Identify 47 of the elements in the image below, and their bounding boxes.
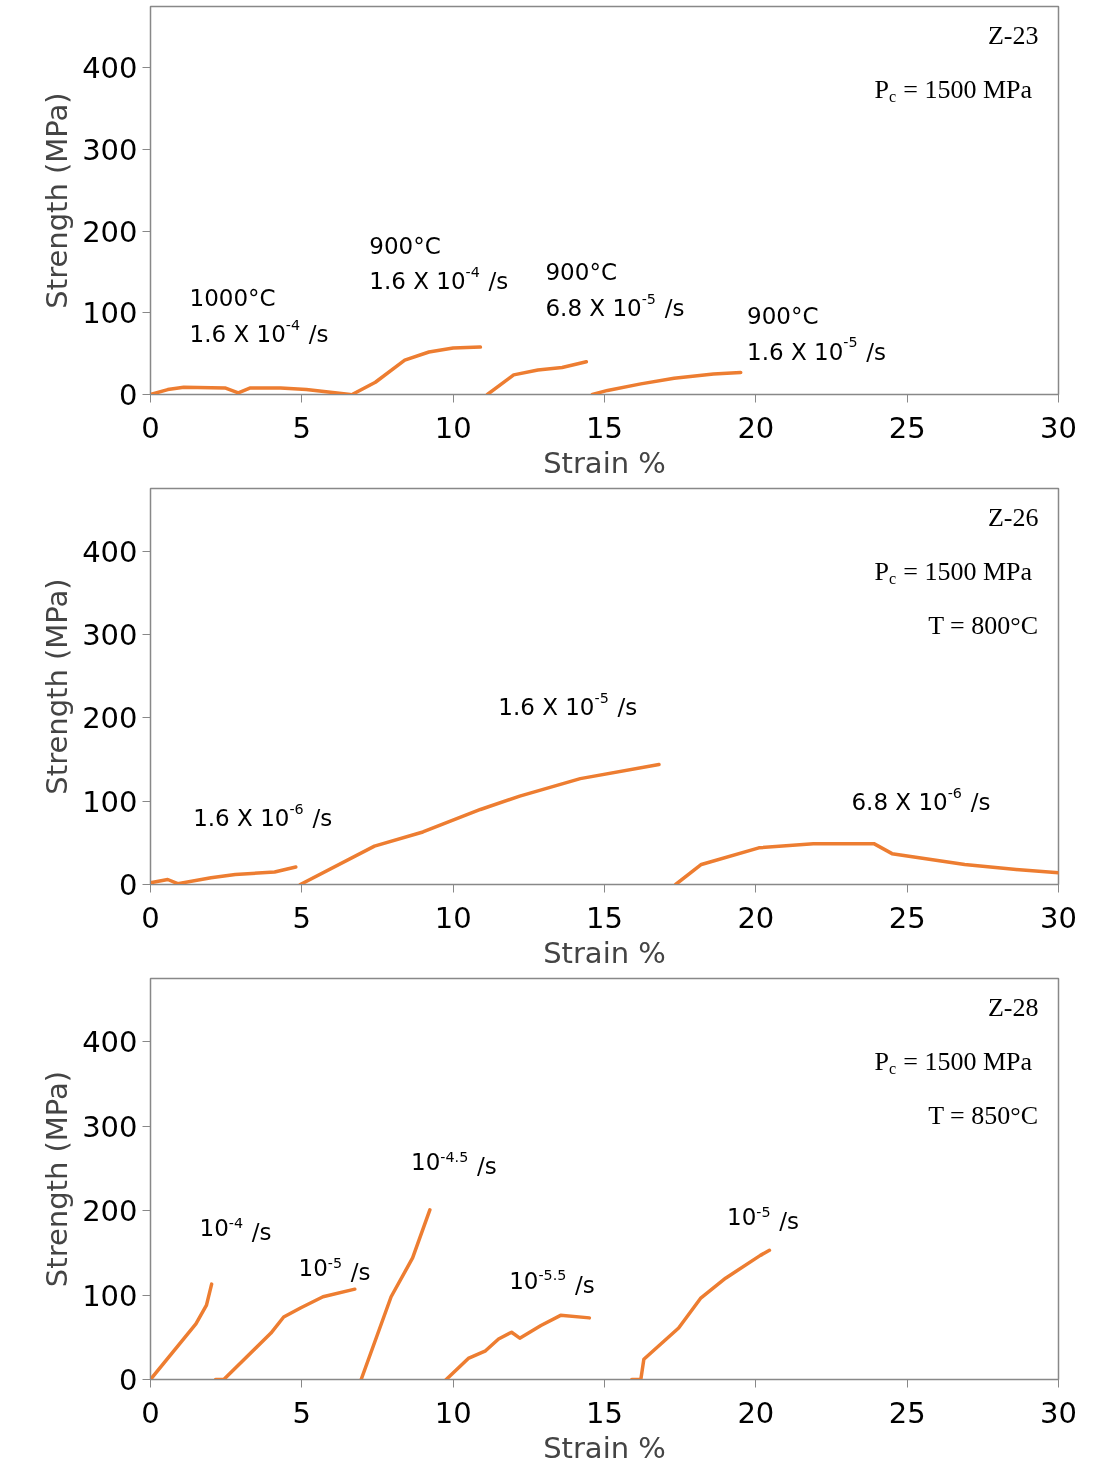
annotation: Z-28 bbox=[987, 992, 1039, 1022]
x-tick-label: 5 bbox=[292, 1395, 312, 1430]
y-tick-label: 400 bbox=[82, 534, 138, 569]
x-tick-label: 20 bbox=[737, 900, 775, 935]
x-tick-label: 0 bbox=[141, 900, 160, 935]
x-tick-label: 25 bbox=[888, 1395, 926, 1430]
x-tick-label: 15 bbox=[586, 1395, 623, 1430]
x-tick-label: 30 bbox=[1040, 410, 1077, 445]
y-tick-label: 400 bbox=[82, 51, 138, 86]
y-axis-title: Strength (MPa) bbox=[40, 578, 75, 795]
y-tick-label: 300 bbox=[82, 132, 138, 167]
y-tick-label: 0 bbox=[119, 1363, 138, 1397]
annotation: T = 850°C bbox=[928, 1100, 1039, 1130]
y-tick-label: 100 bbox=[82, 1278, 138, 1313]
x-axis-title: Strain % bbox=[543, 935, 666, 970]
y-axis-title: Strength (MPa) bbox=[40, 1070, 75, 1288]
x-tick-label: 15 bbox=[586, 410, 623, 445]
annotation: Z-26 bbox=[987, 502, 1039, 532]
x-tick-label: 10 bbox=[434, 900, 472, 935]
x-axis-title: Strain % bbox=[543, 1430, 666, 1465]
y-tick-label: 200 bbox=[82, 214, 138, 249]
x-tick-label: 5 bbox=[292, 410, 312, 445]
y-tick-label: 100 bbox=[82, 784, 138, 819]
y-tick-label: 0 bbox=[119, 378, 138, 412]
y-tick-label: 100 bbox=[82, 296, 138, 331]
x-tick-label: 20 bbox=[737, 1395, 775, 1430]
x-tick-label: 0 bbox=[141, 410, 160, 445]
y-tick-label: 0 bbox=[119, 868, 138, 902]
x-tick-label: 0 bbox=[141, 1395, 160, 1430]
y-tick-label: 400 bbox=[82, 1025, 138, 1060]
y-tick-label: 200 bbox=[82, 1194, 138, 1229]
x-axis-title: Strain % bbox=[543, 445, 666, 480]
y-tick-label: 200 bbox=[82, 701, 138, 736]
y-axis-title: Strength (MPa) bbox=[40, 92, 75, 309]
y-tick-label: 300 bbox=[82, 1109, 138, 1144]
annotation: Z-23 bbox=[987, 20, 1039, 50]
x-tick-label: 25 bbox=[888, 900, 926, 935]
x-tick-label: 25 bbox=[888, 410, 926, 445]
x-tick-label: 20 bbox=[737, 410, 775, 445]
x-tick-label: 10 bbox=[434, 410, 472, 445]
y-tick-label: 300 bbox=[82, 617, 138, 652]
x-tick-label: 10 bbox=[434, 1395, 472, 1430]
annotation: T = 800°C bbox=[928, 610, 1039, 640]
x-tick-label: 30 bbox=[1040, 1395, 1077, 1430]
x-tick-label: 5 bbox=[292, 900, 312, 935]
x-tick-label: 30 bbox=[1040, 900, 1077, 935]
x-tick-label: 15 bbox=[586, 900, 623, 935]
